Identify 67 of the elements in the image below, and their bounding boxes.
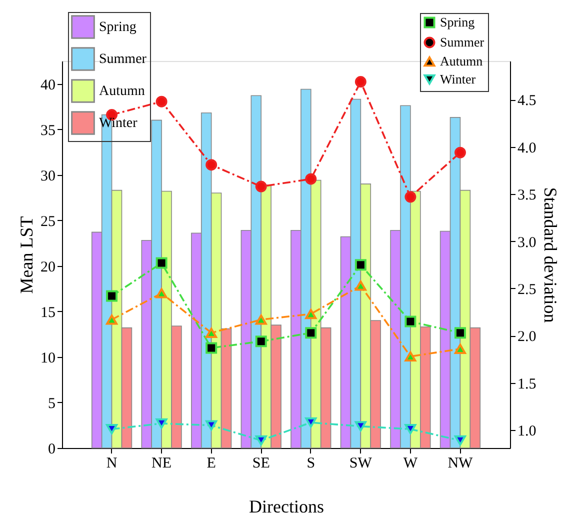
legend-label: Summer [99, 52, 147, 67]
x-tick-label: NE [152, 456, 172, 472]
y2-tick-label: 1.0 [518, 424, 536, 440]
point [206, 328, 218, 338]
point [404, 424, 416, 434]
point [354, 76, 366, 88]
legend-label: Winter [99, 116, 138, 131]
point [156, 418, 168, 429]
point [255, 180, 267, 192]
point [354, 280, 366, 291]
point [106, 290, 118, 302]
y2-tick-label: 4.0 [518, 140, 536, 156]
point [454, 344, 466, 354]
point [255, 314, 267, 325]
point [255, 435, 267, 446]
y2-tick-label: 4.5 [518, 93, 536, 110]
legend-label: Spring [440, 14, 476, 30]
legend-label: Winter [440, 72, 476, 86]
y-tick-label: 40 [40, 77, 56, 94]
y-tick-label: 30 [40, 168, 56, 184]
x-tick-label: E [206, 456, 216, 472]
point [255, 336, 267, 348]
y-tick-label: 0 [48, 442, 56, 458]
y2-tick-label: 1.5 [518, 376, 536, 392]
point [206, 342, 218, 354]
point [305, 327, 317, 339]
point [156, 96, 168, 108]
y2-axis-title: Standard deviation [540, 187, 560, 323]
legend-label: Spring [99, 20, 136, 35]
point [454, 327, 466, 339]
point [106, 424, 118, 434]
legend-label: Summer [440, 34, 485, 50]
y-axis-title: Mean LST [16, 216, 36, 294]
point [404, 191, 416, 203]
y-tick-label: 15 [40, 304, 56, 321]
x-tick-label: SW [349, 456, 373, 472]
point [404, 316, 416, 328]
point [454, 146, 466, 158]
point [156, 288, 168, 298]
y2-tick-label: 2.0 [518, 329, 536, 346]
y2-tick-label: 3.5 [518, 188, 536, 204]
y2-tick-label: 2.5 [518, 282, 536, 298]
point [305, 417, 317, 428]
y-tick-label: 20 [40, 259, 56, 276]
point [354, 421, 366, 432]
point [106, 314, 118, 325]
x-tick-label: S [306, 456, 316, 472]
x-tick-label: N [106, 456, 118, 472]
y2-tick-label: 3.0 [518, 234, 536, 251]
legend-label: Autumn [440, 54, 484, 68]
x-tick-label: SE [252, 456, 270, 472]
point [206, 420, 218, 430]
point [404, 351, 416, 362]
x-tick-label: W [403, 456, 418, 472]
x-tick-label: NW [448, 456, 474, 472]
y-tick-label: 10 [40, 350, 56, 366]
y-tick-label: 5 [48, 396, 56, 412]
point [206, 159, 218, 171]
point [156, 257, 168, 269]
x-axis-title: Directions [249, 496, 324, 516]
y-tick-label: 35 [40, 122, 56, 139]
point [454, 435, 466, 446]
y-tick-label: 25 [40, 214, 56, 230]
point [305, 308, 317, 320]
point [305, 173, 317, 185]
legend-label: Autumn [99, 84, 145, 99]
point [354, 259, 366, 271]
